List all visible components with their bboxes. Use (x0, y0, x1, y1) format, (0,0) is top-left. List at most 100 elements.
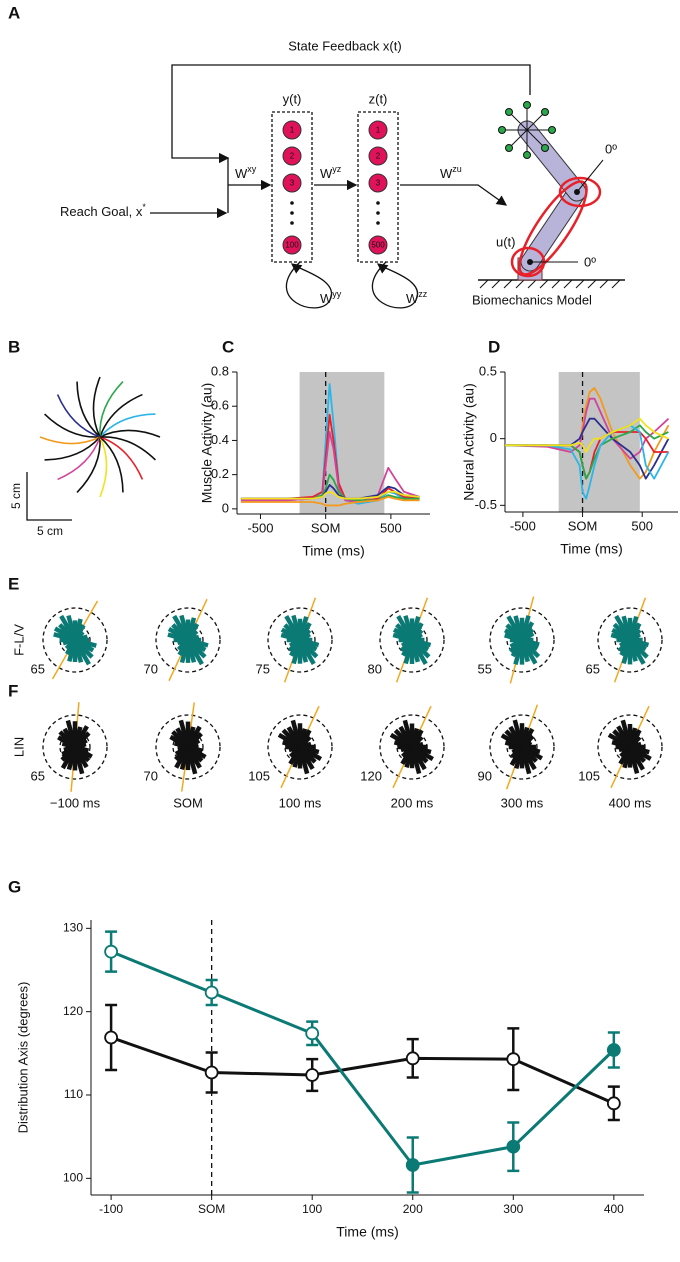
trajectory (99, 436, 108, 498)
time-label: SOM (173, 795, 203, 810)
rose-scale: 70 (144, 768, 158, 783)
layer-label: z(t) (369, 91, 388, 106)
row-label: LIN (11, 737, 26, 757)
rose-petal (411, 637, 432, 648)
rose-ring (489, 607, 555, 673)
rose-petal (629, 637, 650, 648)
neuron (282, 146, 302, 166)
x-tick-label: 100 (302, 1202, 322, 1216)
trajectory (44, 413, 101, 438)
goal-label: Reach Goal, x* (60, 202, 146, 219)
x-tick-label: -500 (510, 518, 536, 533)
panel-label: B (8, 337, 20, 356)
series-line (240, 495, 420, 507)
trajectory (57, 436, 101, 481)
trajectory (99, 429, 161, 438)
weight-label: Wyy (320, 289, 342, 306)
rose-petal (629, 744, 650, 755)
neuron-label: 100 (285, 241, 299, 250)
weight-label: Wyz (320, 164, 342, 181)
rose-petal (187, 637, 209, 648)
trajectories (39, 376, 161, 498)
trajectory (99, 393, 143, 438)
angle-label: 0º (605, 141, 617, 156)
time-label: −100 ms (50, 795, 101, 810)
series-line (110, 1036, 615, 1105)
y-tick-label: 100 (63, 1171, 83, 1185)
rose-scale: 75 (256, 661, 270, 676)
control-label: u(t) (496, 234, 516, 249)
y-axis-label: Muscle Activity (au) (199, 383, 215, 504)
neuron (368, 120, 388, 140)
x-tick-label: -100 (99, 1202, 123, 1216)
rose-scale: 70 (144, 661, 158, 676)
x-tick-label: 200 (403, 1202, 423, 1216)
weight-label: Wzz (406, 289, 428, 306)
x-tick-label: 500 (380, 520, 402, 535)
neuron-label: 3 (290, 179, 295, 188)
panel-label: G (8, 877, 21, 896)
x-tick-label: SOM (568, 518, 598, 533)
time-label: 200 ms (391, 795, 434, 810)
marker (606, 1096, 621, 1111)
neuron-label: 1 (290, 126, 295, 135)
layer-label: y(t) (283, 91, 302, 106)
y-tick-label: 0.5 (479, 363, 497, 378)
rose-petal (187, 744, 203, 754)
x-tick-label: SOM (198, 1202, 225, 1216)
neuron-label: 3 (376, 179, 381, 188)
rose-ring (379, 714, 445, 780)
trajectory (99, 381, 124, 438)
y-tick-label: 120 (63, 1004, 83, 1018)
rose-petal (521, 744, 541, 754)
marker (204, 1065, 219, 1080)
marker (305, 1068, 320, 1082)
y-tick-label: 130 (63, 921, 83, 935)
rose-scale: 105 (578, 768, 600, 783)
scale-label: 5 cm (37, 524, 63, 538)
rose-scale: 65 (586, 661, 600, 676)
rose-ring (42, 714, 108, 780)
rose-ring (597, 607, 663, 673)
series-line (505, 417, 669, 453)
x-axis-label: Time (ms) (560, 541, 622, 557)
marker (506, 1139, 521, 1154)
y-axis-label: Distribution Axis (degrees) (15, 982, 30, 1134)
trajectory (76, 436, 101, 493)
marker (405, 1158, 420, 1172)
neuron-label: 500 (371, 241, 385, 250)
rose-ring (155, 714, 221, 780)
marker (104, 944, 119, 959)
trajectory (39, 436, 101, 445)
x-tick-label: 400 (604, 1202, 624, 1216)
marker (305, 1026, 320, 1041)
time-label: 400 ms (609, 795, 652, 810)
rose-petal (521, 637, 540, 647)
trajectory (99, 413, 156, 438)
marker (405, 1051, 420, 1066)
scale-bar (26, 472, 72, 521)
y-axis-label: Neural Activity (au) (461, 383, 477, 500)
marker (104, 1030, 119, 1045)
x-tick-label: -500 (247, 520, 273, 535)
rose-petal (299, 637, 320, 648)
rose-petal (74, 637, 97, 648)
y-tick-label: 0.6 (211, 398, 229, 413)
trajectory (44, 436, 101, 461)
panel-label: E (8, 574, 19, 593)
y-tick-label: 110 (64, 1087, 83, 1101)
rose-ring (155, 607, 221, 673)
network-diagram (150, 64, 531, 309)
arm-model (478, 101, 625, 289)
rose-petal (74, 744, 90, 753)
neuron-label: 2 (290, 152, 295, 161)
rose-scale: 65 (31, 661, 45, 676)
rose-scale: 80 (368, 661, 382, 676)
feedback-label: State Feedback x(t) (288, 38, 401, 53)
rose-petal (299, 744, 320, 755)
series-line (505, 424, 670, 500)
series-line (504, 397, 670, 460)
neuron (368, 146, 388, 166)
trajectory (99, 436, 144, 480)
